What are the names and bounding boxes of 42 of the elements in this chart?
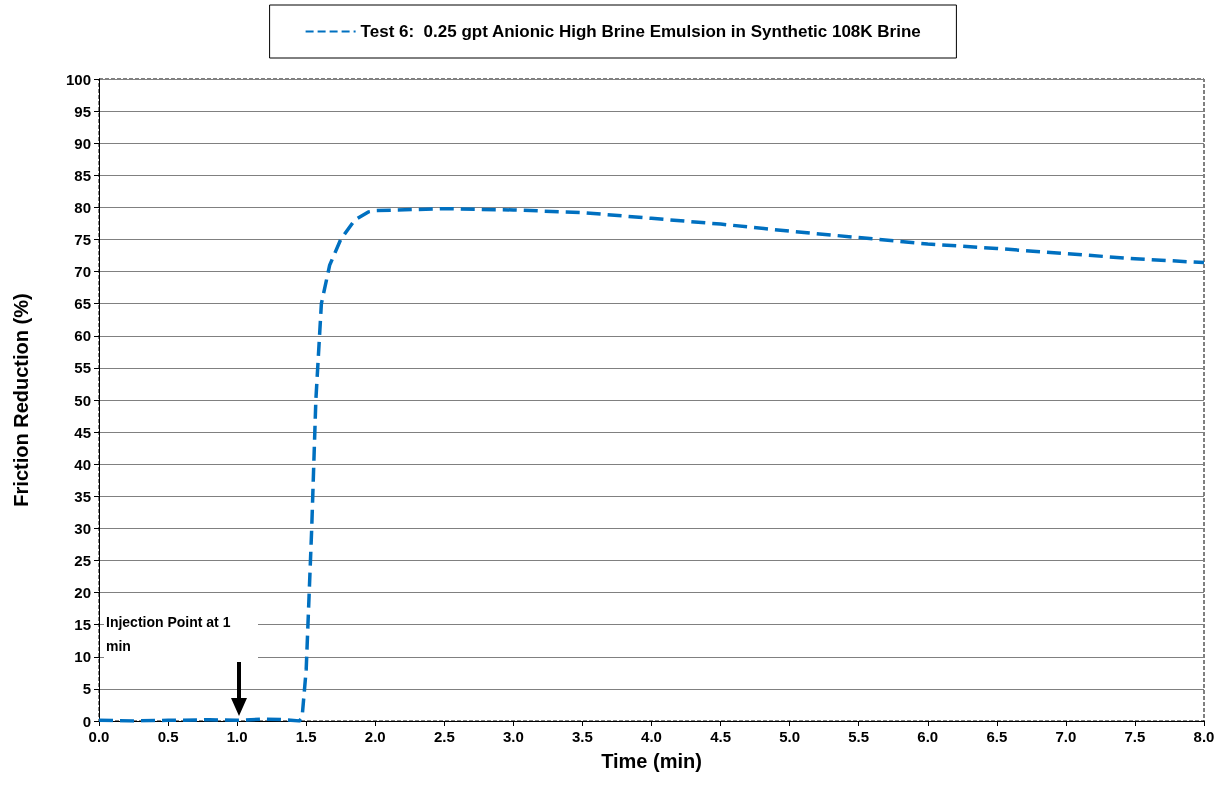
- x-axis-title: Time (min): [601, 750, 702, 772]
- x-tick-label: 2.5: [433, 728, 455, 745]
- y-tick-label: 15: [74, 616, 91, 634]
- annotation: Injection Point at 1 min: [106, 614, 235, 654]
- y-tick-label: 40: [74, 455, 91, 473]
- x-tick-label: 0.0: [88, 728, 110, 745]
- x-tick-label: 1.0: [226, 728, 248, 745]
- x-tick-label: 1.5: [295, 728, 317, 745]
- y-tick-label: 35: [74, 487, 91, 505]
- y-tick-label: 10: [74, 648, 91, 666]
- x-tick-label: 5.5: [848, 728, 870, 745]
- y-axis-title: Friction Reduction (%): [10, 293, 32, 507]
- y-tick-label: 95: [74, 102, 91, 120]
- x-tick-label: 7.5: [1124, 728, 1146, 745]
- y-tick-label: 50: [74, 391, 91, 409]
- x-tick-label: 6.5: [986, 728, 1008, 745]
- x-tick-label: 8.0: [1193, 728, 1215, 745]
- y-tick-label: 65: [74, 295, 91, 313]
- x-tick-label: 4.0: [641, 728, 662, 745]
- y-tick-label: 25: [74, 552, 91, 569]
- x-tick-label: 3.0: [502, 728, 524, 745]
- y-tick-label: 20: [74, 584, 91, 602]
- x-tick-label: 0.5: [157, 728, 179, 745]
- x-tick-label: 7.0: [1055, 728, 1077, 745]
- y-tick-label: 5: [82, 680, 91, 698]
- y-tick-label: 85: [74, 166, 91, 184]
- legend-label: Test 6: 0.25 gpt Anionic High Brine Emulsion in Synthetic 108K Brine: [360, 22, 921, 41]
- y-tick-label: 60: [74, 327, 91, 345]
- y-tick-label: 45: [74, 423, 91, 441]
- y-tick-label: 75: [74, 231, 91, 248]
- y-tick-label: 100: [65, 70, 91, 88]
- y-tick-label: 80: [74, 198, 91, 216]
- y-tick-label: 90: [74, 134, 91, 152]
- x-tick-label: 3.5: [572, 728, 593, 745]
- y-tick-label: 30: [74, 519, 91, 537]
- y-tick-label: 70: [74, 263, 91, 281]
- x-tick-label: 2.0: [364, 728, 386, 745]
- x-tick-label: 6.0: [917, 728, 939, 745]
- x-tick-label: 5.0: [779, 728, 801, 745]
- x-tick-label: 4.5: [710, 728, 731, 745]
- y-tick-label: 55: [74, 359, 91, 377]
- y-tick-label: 0: [82, 712, 91, 730]
